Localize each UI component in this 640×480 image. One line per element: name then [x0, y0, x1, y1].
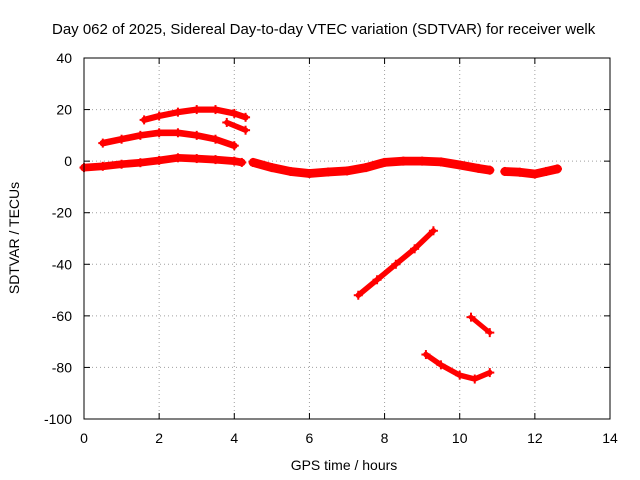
- data-point: [173, 107, 183, 117]
- y-tick-label: -80: [52, 359, 72, 375]
- data-point: [173, 153, 183, 163]
- data-point: [229, 108, 239, 118]
- y-axis-label: SDTVAR / TECUs: [6, 182, 22, 294]
- y-tick-label: -20: [52, 205, 72, 221]
- data-point: [248, 157, 258, 167]
- data-point: [154, 111, 164, 121]
- data-point: [361, 163, 371, 173]
- x-tick-label: 10: [452, 430, 468, 446]
- data-point: [530, 169, 540, 179]
- data-point: [380, 157, 390, 167]
- data-point: [304, 169, 314, 179]
- data-point: [417, 156, 427, 166]
- data-point: [474, 163, 483, 173]
- data-point: [241, 125, 251, 135]
- grid-layer: [84, 58, 610, 419]
- data-point: [139, 115, 149, 125]
- data-point: [398, 156, 408, 166]
- data-point: [372, 275, 382, 285]
- data-point: [515, 167, 525, 177]
- data-point: [500, 166, 510, 176]
- data-point: [192, 130, 202, 140]
- data-point: [342, 166, 352, 176]
- data-point: [485, 165, 495, 175]
- series-small-diagonal: [468, 314, 493, 335]
- data-point: [428, 226, 438, 236]
- x-tick-label: 2: [155, 430, 163, 446]
- x-tick-label: 6: [306, 430, 314, 446]
- tick-layer: 0 2 4 6 8 10 12 14 -100 -80 -60 -40 -20 0 20 40: [44, 50, 618, 446]
- x-tick-label: 4: [230, 430, 238, 446]
- data-point: [98, 161, 108, 171]
- data-point: [410, 244, 420, 254]
- y-tick-label: 40: [56, 50, 72, 66]
- data-point: [436, 157, 446, 167]
- data-point: [323, 167, 333, 177]
- data-point: [391, 259, 401, 269]
- data-point: [241, 112, 251, 122]
- data-point: [267, 163, 277, 173]
- data-point: [117, 159, 127, 169]
- chart-title: Day 062 of 2025, Sidereal Day-to-day VTE…: [52, 21, 596, 38]
- data-point: [353, 290, 363, 300]
- data-point: [455, 370, 465, 380]
- data-point: [222, 117, 232, 127]
- data-point: [229, 156, 239, 166]
- y-tick-label: -40: [52, 256, 72, 272]
- data-point: [154, 155, 164, 165]
- x-tick-label: 12: [527, 430, 543, 446]
- data-point: [229, 141, 239, 151]
- x-tick-label: 14: [602, 430, 618, 446]
- data-point: [485, 328, 495, 338]
- x-tick-label: 8: [381, 430, 389, 446]
- data-point: [541, 166, 551, 176]
- series-short-dash: [224, 119, 249, 133]
- y-tick-label: -100: [44, 411, 72, 427]
- plot-frame: [83, 57, 611, 420]
- x-axis-label: GPS time / hours: [291, 457, 398, 473]
- data-point: [470, 374, 480, 384]
- data-point: [466, 312, 476, 322]
- data-point: [117, 134, 127, 144]
- data-point: [286, 166, 296, 176]
- y-tick-label: -60: [52, 308, 72, 324]
- data-point: [192, 154, 202, 164]
- series-layer: [79, 105, 562, 384]
- data-point: [154, 128, 164, 138]
- series-main-baseline: [80, 153, 246, 172]
- data-point: [436, 360, 446, 370]
- data-point: [237, 157, 247, 167]
- data-point: [135, 130, 145, 140]
- data-point: [211, 155, 220, 165]
- y-tick-label: 0: [64, 153, 72, 169]
- data-point: [485, 368, 495, 378]
- data-point: [455, 160, 465, 170]
- y-tick-label: 20: [56, 102, 72, 118]
- data-point: [98, 138, 108, 148]
- data-point: [192, 105, 202, 115]
- data-point: [421, 350, 431, 360]
- data-point: [552, 164, 562, 174]
- data-point: [211, 105, 220, 115]
- data-point: [211, 134, 220, 144]
- data-point: [173, 128, 183, 138]
- x-tick-label: 0: [80, 430, 88, 446]
- data-point: [135, 158, 145, 168]
